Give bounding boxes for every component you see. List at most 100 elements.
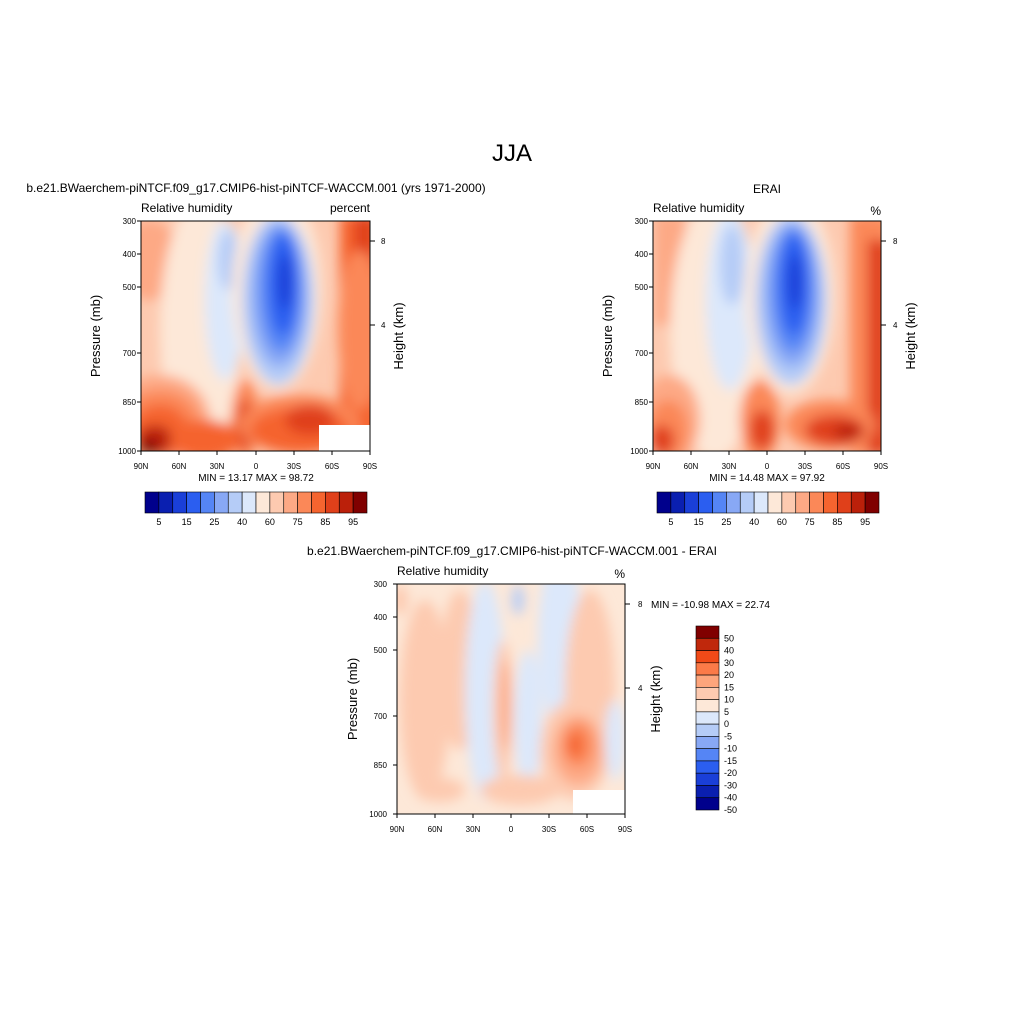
ytick: 300 [635,217,649,226]
xtick: 30S [287,462,301,471]
ytick: 850 [635,398,649,407]
panel-diff-y2label: Height (km) [648,665,663,732]
panel-erai-right-label: % [870,204,881,218]
colorbar-swatch [781,491,797,514]
ytick: 1000 [118,447,136,456]
colorbar-swatch [726,491,741,514]
ytick: 300 [123,217,137,226]
xtick: 60S [580,825,594,834]
colorbar-label: 15 [724,682,734,692]
colorbar-swatch [695,760,720,774]
xtick: 90S [874,462,888,471]
colorbar-swatch [837,491,852,514]
panel-model-field [141,221,370,451]
panel-diff-y2-ticks: 8 4 [625,600,643,693]
colorbar-swatch [684,491,699,514]
panel-model-left-label: Relative humidity [141,201,232,215]
colorbar-label: 10 [724,695,734,705]
xtick: 90N [646,462,661,471]
xtick: 90S [363,462,377,471]
xtick: 30S [542,825,556,834]
colorbar-swatch [241,491,257,514]
colorbar-swatch [795,491,810,514]
colorbar-swatch [753,491,769,514]
panel-model-right-label: percent [330,201,371,215]
xtick: 30N [466,825,481,834]
panel-diff-title: b.e21.BWaerchem-piNTCF.f09_g17.CMIP6-his… [307,544,717,558]
colorbar-swatch [172,491,187,514]
colorbar-label: -10 [724,744,737,754]
colorbar-swatch [158,491,174,514]
colorbar-label: 40 [724,646,734,656]
colorbar-swatch [698,491,713,514]
panel-erai-left-label: Relative humidity [653,201,744,215]
colorbar-swatch [144,491,160,514]
ytick: 500 [635,283,649,292]
colorbar-swatch [695,662,720,676]
colorbar-label: 40 [749,517,759,527]
panel-model-x-ticks: 90N 60N 30N 0 30S 60S 90S [134,451,377,471]
y2tick: 4 [638,684,643,693]
ytick: 700 [635,349,649,358]
colorbar-swatch [695,736,720,749]
main-title: JJA [492,140,532,167]
colorbar-label: 85 [832,517,842,527]
colorbar-label: 5 [668,517,673,527]
ytick: 1000 [369,810,387,819]
colorbar-label: -50 [724,805,737,815]
colorbar-label: 75 [293,517,303,527]
panel-erai-y-ticks: 300 400 500 700 850 1000 [630,217,653,456]
colorbar-swatch [712,491,727,514]
ytick: 700 [374,712,388,721]
ytick: 1000 [630,447,648,456]
panel-diff-left-label: Relative humidity [397,564,488,578]
colorbar-swatch [695,687,720,700]
colorbar-swatch [695,785,720,799]
panel-diff-field [397,584,625,814]
panel-erai-colorbar: 5 15 25 40 60 75 85 95 [656,491,880,527]
xtick: 0 [254,462,259,471]
y2tick: 4 [893,321,898,330]
xtick: 90N [390,825,405,834]
colorbar-swatch [739,491,755,514]
colorbar-label: 50 [724,633,734,643]
panel-model-y-ticks: 300 400 500 700 850 1000 [118,217,141,456]
panel-model-y2-ticks: 8 4 [370,237,386,330]
colorbar-swatch [283,491,298,514]
xtick: 60N [172,462,187,471]
panel-erai-field [653,221,881,451]
colorbar-swatch [695,711,720,725]
panel-model-y2label: Height (km) [391,302,406,369]
colorbar-swatch [214,491,229,514]
colorbar-swatch [670,491,686,514]
colorbar-label: -40 [724,793,737,803]
panel-model-stats: MIN = 13.17 MAX = 98.72 [198,473,314,484]
colorbar-label: 60 [265,517,275,527]
colorbar-label: 95 [860,517,870,527]
xtick: 60S [325,462,339,471]
colorbar-swatch [269,491,285,514]
ytick: 850 [374,761,388,770]
colorbar-swatch [695,723,720,737]
colorbar-label: -15 [724,756,737,766]
colorbar-swatch [695,637,720,651]
xtick: 60N [428,825,443,834]
colorbar-swatch [297,491,312,514]
panel-erai-y2label: Height (km) [903,302,918,369]
y2tick: 8 [638,600,643,609]
colorbar-swatch [695,650,720,664]
colorbar-swatch [311,491,326,514]
ytick: 850 [123,398,137,407]
panel-erai-stats: MIN = 14.48 MAX = 97.92 [709,473,825,484]
ytick: 700 [123,349,137,358]
ytick: 400 [635,250,649,259]
panel-erai-ylabel: Pressure (mb) [600,295,615,377]
panel-diff-right-label: % [614,567,625,581]
colorbar-swatch [695,699,720,713]
panel-model: b.e21.BWaerchem-piNTCF.f09_g17.CMIP6-his… [26,181,485,527]
colorbar-label: -5 [724,731,732,741]
colorbar-swatch [809,491,824,514]
colorbar-swatch [338,491,354,514]
